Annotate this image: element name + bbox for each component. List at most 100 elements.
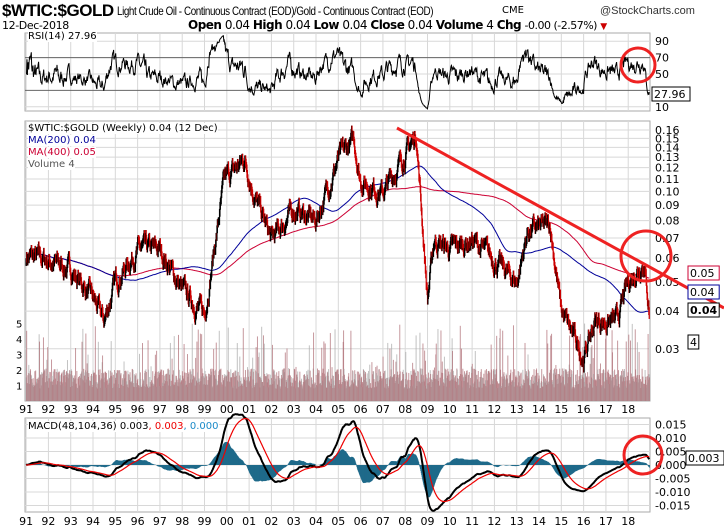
- volume-bar: [440, 330, 442, 401]
- x-tick: 07: [376, 403, 390, 416]
- volume-bar: [502, 330, 504, 401]
- x-tick: 97: [153, 515, 167, 528]
- volume-bar: [26, 330, 28, 401]
- x-tick: 05: [331, 515, 345, 528]
- x-tick: 16: [577, 515, 591, 528]
- ma400-legend: MA(400) 0.05: [28, 147, 96, 158]
- histogram-bar: [355, 462, 357, 465]
- volume-bar: [571, 374, 573, 401]
- ma400-last-value: 0.05: [690, 267, 715, 280]
- volume-bar: [471, 363, 473, 401]
- volume-bar: [102, 355, 104, 401]
- volume-bar: [596, 325, 598, 401]
- volume-bar: [405, 351, 407, 401]
- rsi-last-value-box: [651, 86, 691, 102]
- volume-bar: [169, 342, 171, 401]
- volume-bar: [591, 345, 593, 401]
- x-tick: 15: [554, 403, 568, 416]
- open-label: Open: [188, 18, 222, 32]
- volume-bar: [160, 369, 162, 401]
- volume-bar: [499, 328, 501, 401]
- volume-bar: [634, 329, 636, 401]
- x-tick: 03: [287, 403, 301, 416]
- volume-bar: [631, 323, 633, 401]
- volume-bar: [329, 333, 331, 401]
- volume-bar: [262, 335, 264, 401]
- x-tick: 05: [331, 403, 345, 416]
- volume-bar: [286, 348, 288, 401]
- volume-bar: [253, 369, 255, 401]
- volume-bar: [383, 371, 385, 401]
- x-tick: 04: [309, 403, 323, 416]
- x-tick: 09: [421, 515, 435, 528]
- volume-bar: [242, 328, 244, 401]
- x-tick: 13: [510, 403, 524, 416]
- grid: [25, 33, 650, 512]
- volume-bar: [271, 344, 273, 401]
- volume-bar: [415, 335, 417, 401]
- volume-bar: [251, 368, 253, 401]
- volume-tick: 3: [16, 351, 22, 362]
- volume-bar: [69, 370, 71, 401]
- volume-bar: [196, 341, 198, 401]
- volume-bar: [338, 374, 339, 401]
- volume-bar: [195, 357, 197, 401]
- volume-bar: [573, 328, 574, 401]
- volume-bar: [105, 372, 107, 401]
- price-tick: 0.15: [655, 132, 680, 145]
- macd-label: MACD(48,104,36): [28, 421, 117, 432]
- histogram-bar: [648, 465, 650, 468]
- x-tick: 93: [64, 403, 78, 416]
- ma200-last-value: 0.04: [690, 286, 715, 299]
- x-tick: 93: [64, 515, 78, 528]
- x-tick: 91: [19, 515, 33, 528]
- x-tick: 00: [220, 515, 234, 528]
- x-tick: 15: [554, 515, 568, 528]
- volume-tick: 1: [16, 382, 22, 393]
- hist-value: 0.000: [189, 421, 219, 432]
- volume-bar: [178, 334, 179, 401]
- volume-tick: 2: [16, 366, 22, 377]
- high-label: High: [252, 18, 283, 32]
- x-tick: 17: [599, 403, 613, 416]
- x-tick: 07: [376, 515, 390, 528]
- volume-bar: [459, 325, 461, 401]
- price-tick: 0.16: [655, 124, 680, 137]
- macd-tick: -0.010: [655, 486, 690, 499]
- volume-bar: [235, 375, 237, 401]
- x-tick: 98: [175, 403, 189, 416]
- volume-bar: [399, 324, 401, 401]
- rsi-tick: 90: [655, 35, 669, 48]
- volume-bar: [47, 374, 49, 401]
- volume-label: Volume: [435, 18, 484, 32]
- volume-bar: [71, 370, 73, 401]
- volume-bar: [636, 342, 638, 401]
- ma200-legend: MA(200) 0.04: [28, 135, 96, 146]
- x-tick: 10: [443, 403, 457, 416]
- volume-bar: [579, 334, 581, 401]
- volume-bar: [391, 343, 393, 401]
- price-tick: 0.03: [655, 343, 680, 356]
- description: Light Crude Oil - Continuous Contract (E…: [117, 4, 434, 18]
- histogram-bar: [418, 463, 420, 465]
- x-tick: 97: [153, 403, 167, 416]
- volume-bar: [422, 343, 424, 401]
- volume-bar: [148, 369, 149, 401]
- price-last-value: 0.04: [690, 304, 717, 317]
- volume-bar: [75, 348, 77, 401]
- x-tick: 92: [41, 515, 55, 528]
- macd-tick: 0.000: [655, 459, 687, 472]
- volume-bar: [99, 369, 101, 401]
- volume-bar: [183, 344, 185, 401]
- volume-bar: [452, 351, 453, 401]
- volume-bar: [485, 369, 487, 401]
- volume-bar: [239, 356, 241, 401]
- volume-bar: [589, 363, 591, 401]
- x-tick: 02: [264, 403, 278, 416]
- volume-bar: [232, 373, 233, 401]
- x-tick: 14: [532, 403, 546, 416]
- volume-bar: [477, 370, 479, 401]
- volume-bar: [110, 341, 112, 401]
- volume-tick: 4: [16, 335, 22, 346]
- volume-bar: [324, 343, 326, 401]
